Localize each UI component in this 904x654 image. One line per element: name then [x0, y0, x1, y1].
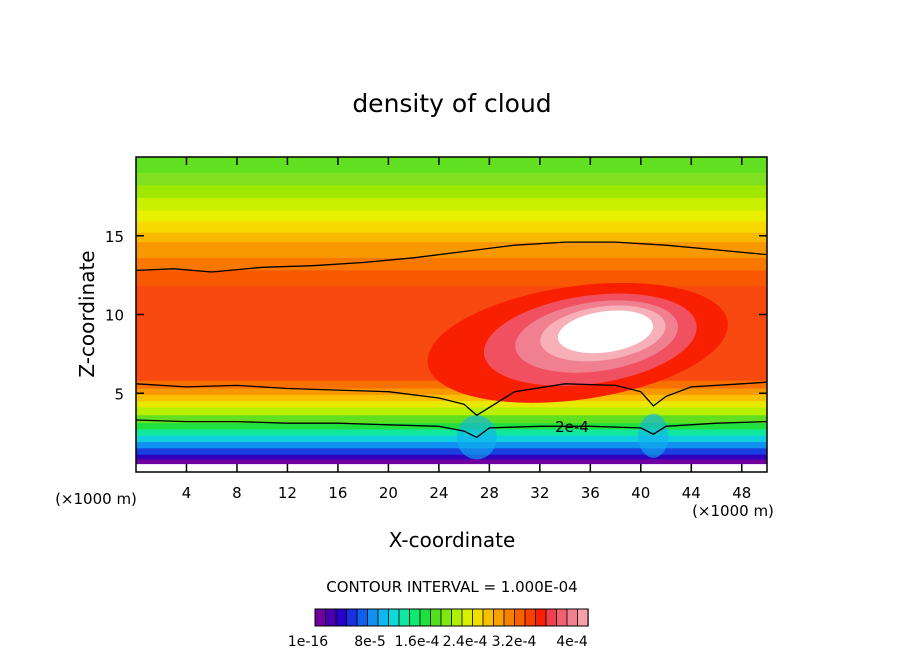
- colorbar-swatch: [440, 608, 453, 627]
- colorbar-swatch: [545, 608, 558, 627]
- y-unit-label: (×1000 m): [55, 490, 137, 508]
- x-tick-label: 36: [581, 484, 600, 502]
- x-tick-label: 8: [232, 484, 242, 502]
- colorbar-swatch: [335, 608, 348, 627]
- y-tick-label: 5: [114, 385, 124, 403]
- upper-contour-line: [136, 241, 767, 273]
- colorbar-swatch: [503, 608, 516, 627]
- x-tick-label: 48: [732, 484, 751, 502]
- colorbar-swatch: [419, 608, 432, 627]
- colorbar-label: 2.4e-4: [443, 634, 488, 650]
- core-blob-4: [557, 310, 654, 354]
- x-tick-label: 44: [682, 484, 701, 502]
- chart-title: density of cloud: [352, 89, 551, 118]
- x-axis-label: X-coordinate: [389, 528, 516, 552]
- y-axis-label: Z-coordinate: [75, 250, 99, 377]
- colorbar-swatch: [346, 608, 358, 627]
- contour-interval-text: CONTOUR INTERVAL = 1.000E-04: [326, 578, 577, 596]
- colorbar-swatch: [482, 608, 495, 627]
- colorbar-swatch: [314, 608, 327, 627]
- y-tick-label: 15: [105, 228, 124, 246]
- colorbar-label: 3.2e-4: [492, 634, 537, 650]
- colorbar-swatch: [325, 608, 337, 627]
- x-tick-label: 28: [480, 484, 499, 502]
- colorbar-label: 8e-5: [354, 634, 385, 650]
- colorbar-swatch: [398, 608, 411, 627]
- colorbar-swatch: [388, 608, 400, 627]
- colorbar-swatch: [472, 608, 484, 627]
- low-contour-line: [136, 419, 767, 439]
- colorbar-swatch: [356, 608, 369, 627]
- colorbar-swatch: [556, 608, 568, 627]
- contour-lines: [136, 241, 767, 439]
- colorbar-swatch: [535, 608, 547, 627]
- x-tick-label: 32: [530, 484, 549, 502]
- x-tick-label: 4: [182, 484, 192, 502]
- x-axis-ticks: 4 8 12 16 20 24 28 32 36 40 44 48: [182, 157, 751, 502]
- x-unit-label: (×1000 m): [692, 502, 774, 520]
- colorbar-swatch: [493, 608, 505, 627]
- colorbar-swatch: [377, 608, 390, 627]
- colorbar-swatch: [514, 608, 526, 627]
- depression-1: [638, 413, 669, 458]
- x-tick-label: 24: [429, 484, 448, 502]
- colorbar-swatch: [461, 608, 474, 627]
- x-tick-label: 40: [631, 484, 650, 502]
- colorbar-label: 4e-4: [556, 634, 588, 650]
- y-tick-label: 10: [105, 307, 124, 325]
- colorbar-swatch: [409, 608, 421, 627]
- colorbar-swatch: [566, 608, 579, 627]
- colorbar: [314, 608, 589, 627]
- colorbar-label: 1e-16: [288, 634, 328, 650]
- colorbar-swatch: [577, 608, 589, 627]
- x-tick-label: 16: [328, 484, 347, 502]
- colorbar-frame: [314, 608, 589, 627]
- colorbar-swatch: [524, 608, 537, 627]
- density-band-24: [136, 464, 767, 472]
- mid-contour-line: [136, 381, 767, 417]
- colorbar-labels: 1e-16 8e-5 1.6e-4 2.4e-4 3.2e-4 4e-4: [288, 634, 588, 650]
- colorbar-swatch: [367, 608, 379, 627]
- x-tick-label: 20: [379, 484, 398, 502]
- contour-label: 2e-4: [555, 418, 589, 436]
- x-tick-label: 12: [278, 484, 297, 502]
- y-axis-ticks: 5 10 15: [105, 228, 767, 403]
- colorbar-swatch: [451, 608, 463, 627]
- colorbar-swatch: [430, 608, 442, 627]
- colorbar-label: 1.6e-4: [395, 634, 440, 650]
